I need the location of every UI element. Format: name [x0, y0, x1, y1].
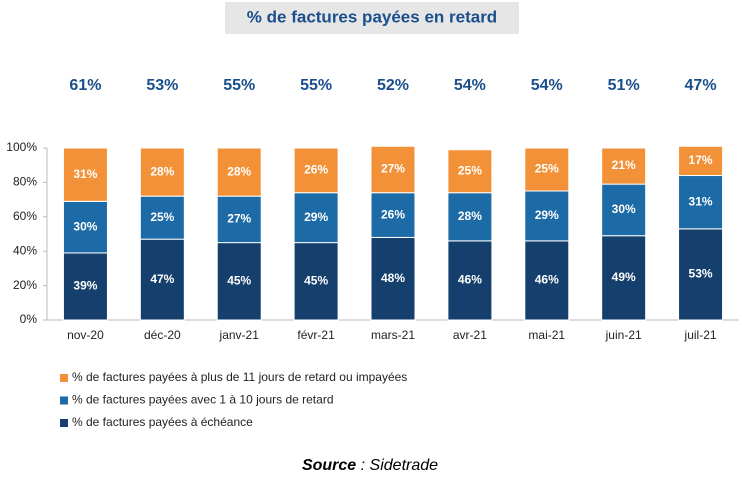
bar-segment — [447, 240, 493, 321]
bar-segment — [139, 195, 185, 240]
bar-segment — [293, 242, 339, 321]
bar-segment — [370, 236, 416, 321]
bar-segment — [447, 149, 493, 194]
y-tick-label: 0% — [20, 312, 38, 326]
legend-swatch — [60, 374, 68, 382]
data-label: 46% — [458, 273, 482, 287]
data-label: 31% — [73, 167, 97, 181]
y-tick-label: 40% — [13, 243, 37, 257]
total-label: 55% — [223, 77, 255, 94]
source-label: Source — [302, 457, 356, 474]
data-label: 28% — [150, 164, 174, 178]
bar-segment — [293, 192, 339, 244]
data-label: 30% — [612, 202, 636, 216]
total-label: 55% — [300, 77, 332, 94]
bar-segment — [678, 228, 724, 321]
total-label: 61% — [69, 77, 101, 94]
x-tick-label: juin-21 — [605, 328, 642, 342]
bar-segment — [524, 190, 570, 242]
data-label: 28% — [227, 164, 251, 178]
bar-segment — [139, 147, 185, 197]
legend-swatch — [60, 396, 68, 405]
title-box — [225, 2, 519, 34]
bar-segment — [293, 147, 339, 194]
bar-segment — [62, 252, 108, 321]
x-tick-label: févr-21 — [297, 328, 335, 342]
data-label: 53% — [689, 267, 713, 281]
bar-segment — [524, 147, 570, 192]
x-tick-label: nov-20 — [67, 328, 104, 342]
data-label: 26% — [304, 163, 328, 177]
data-label: 45% — [304, 273, 328, 287]
data-label: 47% — [150, 272, 174, 286]
data-label: 21% — [612, 158, 636, 172]
data-label: 48% — [381, 271, 405, 285]
legend-label: % de factures payées à échéance — [72, 415, 253, 429]
bar-segment — [524, 240, 570, 321]
y-tick-label: 60% — [13, 209, 37, 223]
source: Source : Sidetrade — [302, 457, 438, 474]
bar-segment — [601, 235, 647, 321]
data-label: 25% — [458, 163, 482, 177]
total-label: 54% — [531, 77, 563, 94]
bar-segment — [139, 238, 185, 321]
data-label: 28% — [458, 209, 482, 223]
data-label: 29% — [535, 208, 559, 222]
data-label: 17% — [689, 153, 713, 167]
y-tick-label: 20% — [13, 278, 37, 292]
bar-segment — [62, 147, 108, 202]
total-label: 47% — [685, 77, 717, 94]
data-label: 25% — [535, 162, 559, 176]
data-label: 30% — [73, 219, 97, 233]
x-tick-label: déc-20 — [144, 328, 181, 342]
bar-segment — [216, 147, 262, 197]
data-label: 39% — [73, 279, 97, 293]
total-label: 52% — [377, 77, 409, 94]
data-label: 27% — [381, 162, 405, 176]
y-tick-label: 100% — [6, 140, 37, 154]
data-label: 45% — [227, 273, 251, 287]
y-tick-label: 80% — [13, 175, 37, 189]
legend-label: % de factures payées à plus de 11 jours … — [72, 370, 407, 384]
bar-segment — [370, 145, 416, 194]
source-name: : Sidetrade — [361, 457, 438, 474]
data-label: 29% — [304, 210, 328, 224]
bar-segment — [62, 200, 108, 254]
x-tick-label: janv-21 — [219, 328, 260, 342]
data-label: 26% — [381, 207, 405, 221]
total-label: 51% — [608, 77, 640, 94]
total-label: 54% — [454, 77, 486, 94]
x-tick-label: avr-21 — [453, 328, 487, 342]
chart-title: % de factures payées en retard — [247, 7, 497, 26]
data-label: 25% — [150, 210, 174, 224]
legend-swatch — [60, 419, 68, 427]
data-label: 31% — [689, 194, 713, 208]
x-tick-label: mai-21 — [528, 328, 565, 342]
data-label: 27% — [227, 212, 251, 226]
x-tick-label: mars-21 — [371, 328, 415, 342]
x-tick-label: juil-21 — [684, 328, 717, 342]
data-label: 49% — [612, 270, 636, 284]
legend-label: % de factures payées avec 1 à 10 jours d… — [72, 393, 334, 407]
total-label: 53% — [146, 77, 178, 94]
bar-segment — [678, 145, 724, 177]
bar-segment — [601, 147, 647, 185]
bar-segment — [601, 183, 647, 237]
data-label: 46% — [535, 273, 559, 287]
